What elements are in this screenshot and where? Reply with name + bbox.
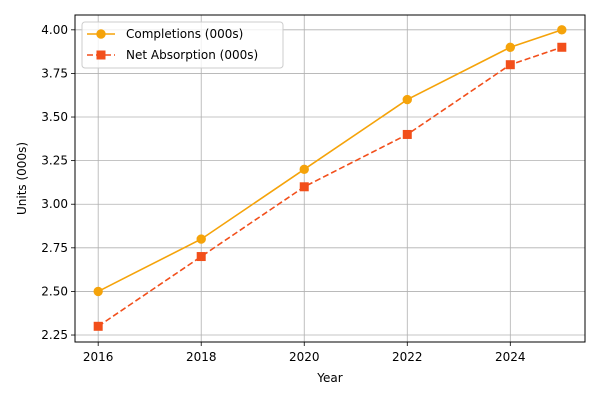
y-tick-label: 3.00 — [41, 197, 68, 211]
x-tick-label: 2018 — [186, 350, 217, 364]
x-tick-label: 2016 — [83, 350, 114, 364]
y-tick-label: 4.00 — [41, 23, 68, 37]
y-tick-label: 2.25 — [41, 328, 68, 342]
data-point-net-absorption — [557, 42, 567, 52]
legend-marker-completions — [96, 29, 106, 39]
data-point-completions — [196, 234, 206, 244]
legend-item-net-absorption: Net Absorption (000s) — [87, 48, 258, 62]
y-tick-label: 3.50 — [41, 110, 68, 124]
y-tick-label: 3.75 — [41, 66, 68, 80]
x-tick-label: 2020 — [289, 350, 320, 364]
legend-item-completions: Completions (000s) — [87, 27, 243, 41]
grid — [75, 15, 585, 342]
legend: Completions (000s) Net Absorption (000s) — [81, 21, 284, 69]
data-point-net-absorption — [505, 60, 515, 70]
legend-label-net-absorption: Net Absorption (000s) — [126, 48, 258, 62]
data-point-net-absorption — [402, 129, 412, 139]
data-point-completions — [557, 25, 567, 35]
legend-label-completions: Completions (000s) — [126, 27, 243, 41]
x-axis-ticks: 2016 2018 2020 2022 2024 — [83, 342, 526, 364]
series-layer — [93, 25, 567, 331]
y-tick-label: 2.50 — [41, 284, 68, 298]
x-axis-label: Year — [316, 371, 342, 385]
data-point-net-absorption — [299, 182, 309, 192]
y-tick-label: 2.75 — [41, 241, 68, 255]
series-line-net-absorption — [97, 46, 563, 327]
y-axis-ticks: 2.25 2.50 2.75 3.00 3.25 3.50 3.75 4.00 — [41, 23, 75, 342]
x-tick-label: 2022 — [392, 350, 423, 364]
y-axis-label: Units (000s) — [15, 142, 29, 215]
data-point-completions — [505, 42, 516, 52]
series-line-completions — [97, 29, 563, 293]
y-tick-label: 3.25 — [41, 154, 68, 168]
legend-box — [81, 21, 284, 69]
plot-frame — [74, 14, 586, 343]
data-point-net-absorption — [196, 252, 206, 262]
data-point-net-absorption — [93, 321, 103, 331]
data-point-completions — [402, 94, 412, 105]
legend-marker-net-absorption — [96, 50, 106, 60]
data-point-completions — [299, 164, 309, 175]
data-point-completions — [93, 286, 103, 297]
x-tick-label: 2024 — [495, 350, 526, 364]
